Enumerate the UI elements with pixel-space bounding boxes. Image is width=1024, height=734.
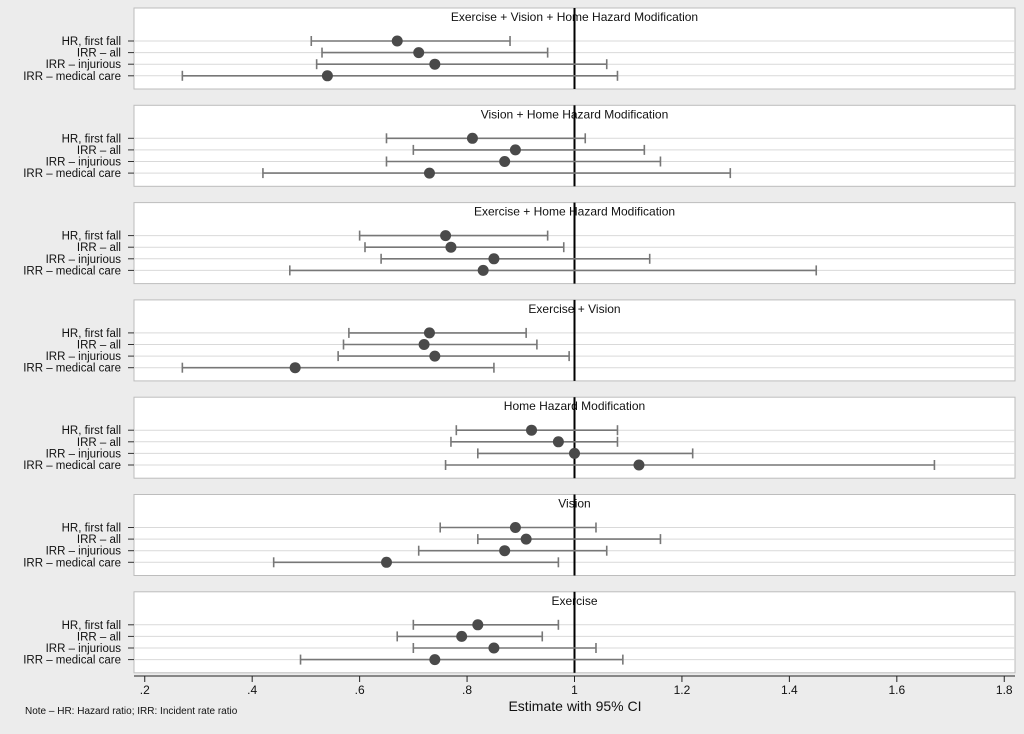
row-label: IRR – medical care [23,71,121,83]
estimate-marker [429,654,441,666]
estimate-marker [418,339,430,350]
estimate-marker [466,132,478,144]
x-tick-label: .4 [247,683,257,697]
row-label: HR, first fall [62,36,121,48]
estimate-marker [633,459,645,471]
row-label: IRR – injurious [46,59,122,71]
estimate-marker [429,58,441,70]
estimate-marker [321,70,333,82]
x-tick-label: .2 [140,683,150,697]
x-tick-label: 1 [571,683,578,697]
row-label: IRR – injurious [46,351,122,363]
estimate-marker [477,264,489,276]
row-label: HR, first fall [62,620,121,632]
row-label: HR, first fall [62,523,121,535]
row-label: IRR – medical care [23,265,121,277]
x-tick-label: .6 [355,683,365,697]
x-tick-label: 1.2 [674,683,691,697]
row-label: IRR – medical care [23,460,121,472]
row-label: IRR – all [77,534,121,546]
estimate-marker [440,230,452,242]
row-label: IRR – medical care [23,557,121,569]
row-label: HR, first fall [62,133,121,145]
row-label: IRR – injurious [46,546,122,558]
row-label: IRR – medical care [23,655,121,667]
estimate-marker [520,533,532,545]
estimate-marker [429,350,441,362]
row-label: IRR – injurious [46,448,122,460]
estimate-marker [509,144,521,156]
estimate-marker [569,447,580,459]
estimate-marker [488,642,500,654]
estimate-marker [499,545,511,557]
estimate-marker [526,424,538,436]
estimate-marker [488,253,500,265]
x-tick-label: 1.8 [996,683,1013,697]
row-label: HR, first fall [62,328,121,340]
estimate-marker [472,619,484,631]
x-tick-label: .8 [462,683,472,697]
row-label: IRR – all [77,48,121,60]
row-label: IRR – all [77,340,121,352]
x-tick-label: 1.6 [888,683,905,697]
x-tick-label: 1.4 [781,683,798,697]
estimate-marker [456,630,468,642]
row-label: IRR – medical care [23,363,121,375]
estimate-marker [289,362,301,374]
estimate-marker [445,241,457,253]
row-label: IRR – injurious [46,157,122,169]
note-text: Note – HR: Hazard ratio; IRR: Incident r… [25,706,238,717]
row-label: IRR – all [77,145,121,157]
row-label: HR, first fall [62,231,121,243]
x-axis-title: Estimate with 95% CI [508,698,641,714]
row-label: HR, first fall [62,425,121,437]
estimate-marker [413,47,425,59]
estimate-marker [552,436,564,448]
estimate-marker [509,522,521,533]
estimate-marker [499,156,511,167]
estimate-marker [380,556,392,568]
row-label: IRR – injurious [46,643,122,655]
row-label: IRR – all [77,242,121,254]
estimate-marker [423,327,435,339]
row-label: IRR – injurious [46,254,122,266]
row-label: IRR – all [77,631,121,643]
estimate-marker [391,35,403,47]
estimate-marker [423,167,435,179]
row-label: IRR – medical care [23,168,121,180]
row-label: IRR – all [77,437,121,449]
